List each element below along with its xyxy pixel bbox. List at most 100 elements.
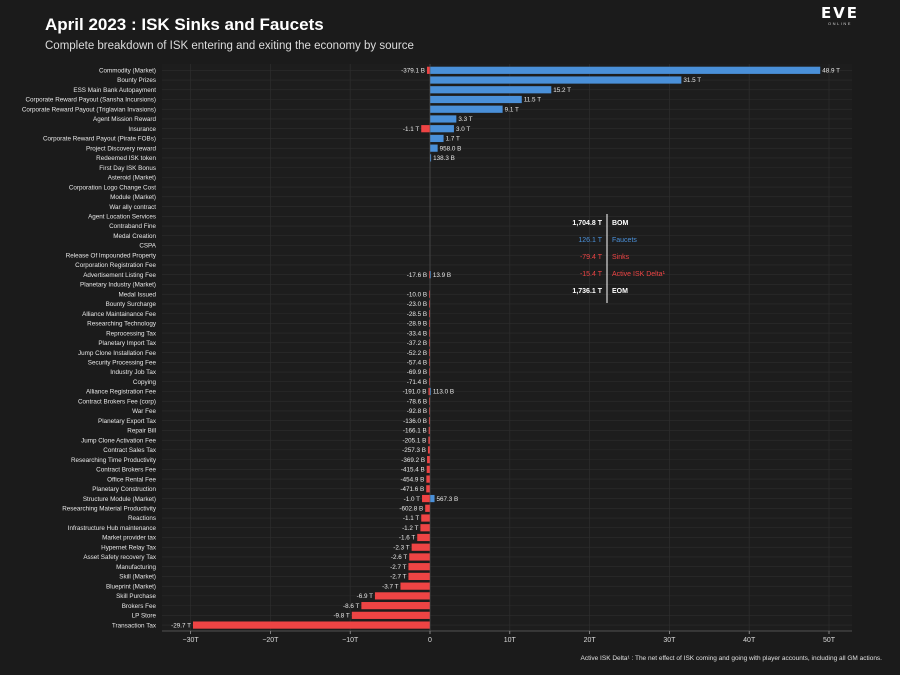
category-label: Contract Brokers Fee (corp) bbox=[78, 398, 156, 405]
category-label: Planetary Import Tax bbox=[98, 340, 156, 347]
faucet-value-label: 11.5 T bbox=[524, 97, 541, 104]
x-tick-label: −10T bbox=[342, 637, 359, 644]
category-label: Reprocessing Tax bbox=[106, 330, 157, 337]
category-label: Module (Market) bbox=[110, 194, 156, 201]
category-label: Alliance Maintainance Fee bbox=[82, 311, 156, 318]
category-label: Jump Clone Installation Fee bbox=[78, 350, 157, 357]
faucet-value-label: 1.7 T bbox=[446, 136, 460, 143]
sink-bar bbox=[427, 446, 430, 454]
sink-bar bbox=[421, 125, 430, 133]
category-label: Researching Time Productivity bbox=[71, 457, 157, 464]
sink-bar bbox=[426, 475, 430, 483]
category-label: Reactions bbox=[128, 515, 156, 522]
category-label: Advertisement Listing Fee bbox=[83, 272, 156, 279]
faucet-value-label: 13.9 B bbox=[433, 272, 451, 279]
faucet-value-label: 567.3 B bbox=[437, 496, 459, 503]
category-label: Security Processing Fee bbox=[88, 359, 157, 366]
faucet-value-label: 48.9 T bbox=[822, 68, 840, 75]
sink-bar bbox=[422, 494, 430, 503]
sink-value-label: -1.0 T bbox=[404, 496, 420, 503]
sink-bar bbox=[427, 456, 430, 464]
faucet-bar bbox=[430, 387, 431, 396]
sink-bar bbox=[417, 533, 430, 542]
sink-value-label: -1.1 T bbox=[403, 515, 419, 522]
category-label: Commodity (Market) bbox=[99, 68, 156, 75]
category-label: Medal Creation bbox=[113, 233, 156, 240]
sink-value-label: -205.1 B bbox=[403, 437, 427, 444]
category-label: Copying bbox=[133, 379, 157, 386]
category-label: Alliance Registration Fee bbox=[86, 389, 156, 396]
x-tick-label: −30T bbox=[183, 637, 200, 644]
page-title: April 2023 : ISK Sinks and Faucets bbox=[45, 15, 324, 34]
sink-bar bbox=[400, 582, 430, 590]
category-label: Contract Brokers Fee bbox=[96, 467, 156, 474]
faucet-bar bbox=[430, 66, 821, 74]
summary-label: Faucets bbox=[612, 237, 637, 244]
sink-value-label: -166.1 B bbox=[403, 428, 427, 435]
sink-value-label: -92.8 B bbox=[407, 408, 427, 415]
x-tick-label: 40T bbox=[743, 637, 756, 644]
sink-bar bbox=[421, 514, 430, 522]
category-label: Asset Safety recovery Tax bbox=[83, 554, 157, 561]
sink-bar bbox=[429, 358, 430, 366]
category-label: Skill (Market) bbox=[119, 574, 156, 581]
faucet-bar bbox=[430, 154, 432, 162]
sink-value-label: -71.4 B bbox=[407, 379, 427, 386]
sink-bar bbox=[429, 397, 430, 405]
sink-value-label: -1.2 T bbox=[402, 525, 418, 532]
sink-bar bbox=[411, 543, 430, 551]
sink-value-label: -8.6 T bbox=[343, 603, 359, 610]
category-label: Redeemed ISK token bbox=[96, 155, 156, 162]
category-label: War Fee bbox=[132, 408, 156, 415]
sink-value-label: -191.0 B bbox=[403, 389, 427, 396]
category-label: Brokers Fee bbox=[122, 603, 157, 610]
sink-value-label: -379.1 B bbox=[401, 68, 425, 75]
category-label: Agent Mission Reward bbox=[93, 116, 156, 123]
footnote: Active ISK Delta¹ : The net effect of IS… bbox=[580, 655, 882, 662]
sink-value-label: -9.8 T bbox=[333, 613, 349, 620]
faucet-value-label: 958.0 B bbox=[440, 145, 462, 152]
x-tick-label: 20T bbox=[584, 637, 597, 644]
logo-main-text: EVE bbox=[820, 4, 860, 22]
summary-label: EOM bbox=[612, 288, 628, 295]
sink-value-label: -471.6 B bbox=[400, 486, 424, 493]
summary-value: 1,704.8 T bbox=[572, 220, 602, 227]
category-label: Market provider tax bbox=[102, 535, 157, 542]
category-label: Manufacturing bbox=[116, 564, 156, 571]
sink-value-label: -37.2 B bbox=[407, 340, 427, 347]
sink-value-label: -52.2 B bbox=[407, 350, 427, 357]
sink-bar bbox=[408, 563, 430, 571]
category-label: Corporate Reward Payout (Sansha Incursio… bbox=[25, 97, 156, 104]
sink-bar bbox=[429, 300, 430, 308]
category-label: First Day ISK Bonus bbox=[99, 165, 156, 172]
category-label: Release Of Impounded Property bbox=[66, 252, 157, 259]
sink-value-label: -6.9 T bbox=[357, 593, 373, 600]
faucet-bar bbox=[430, 76, 682, 84]
sink-value-label: -57.4 B bbox=[407, 359, 427, 366]
category-label: Corporate Reward Payout (Pirate FOBs) bbox=[43, 136, 156, 143]
category-label: Bounty Prizes bbox=[117, 77, 156, 84]
sink-bar bbox=[374, 592, 430, 600]
sink-value-label: -17.6 B bbox=[407, 272, 427, 279]
sink-bar bbox=[429, 378, 430, 386]
sink-value-label: -23.0 B bbox=[407, 301, 427, 308]
category-label: Jump Clone Activation Fee bbox=[81, 437, 156, 444]
sink-value-label: -2.6 T bbox=[391, 554, 407, 561]
sink-value-label: -369.2 B bbox=[401, 457, 425, 464]
summary-value: 1,736.1 T bbox=[572, 288, 602, 295]
summary-label: BOM bbox=[612, 220, 629, 227]
faucet-bar bbox=[430, 494, 435, 503]
sink-value-label: -33.4 B bbox=[407, 330, 427, 337]
category-label: Bounty Surcharge bbox=[106, 301, 157, 308]
sink-value-label: -454.9 B bbox=[401, 476, 425, 483]
sink-bar bbox=[408, 572, 430, 581]
category-label: Infrastructure Hub maintenance bbox=[68, 525, 157, 532]
summary-value: -15.4 T bbox=[580, 271, 603, 278]
sink-bar bbox=[351, 611, 430, 619]
faucet-bar bbox=[430, 134, 444, 143]
summary-value: 126.1 T bbox=[578, 237, 602, 244]
faucet-bar bbox=[430, 125, 454, 133]
x-tick-label: 30T bbox=[663, 637, 676, 644]
faucet-bar bbox=[430, 95, 522, 104]
